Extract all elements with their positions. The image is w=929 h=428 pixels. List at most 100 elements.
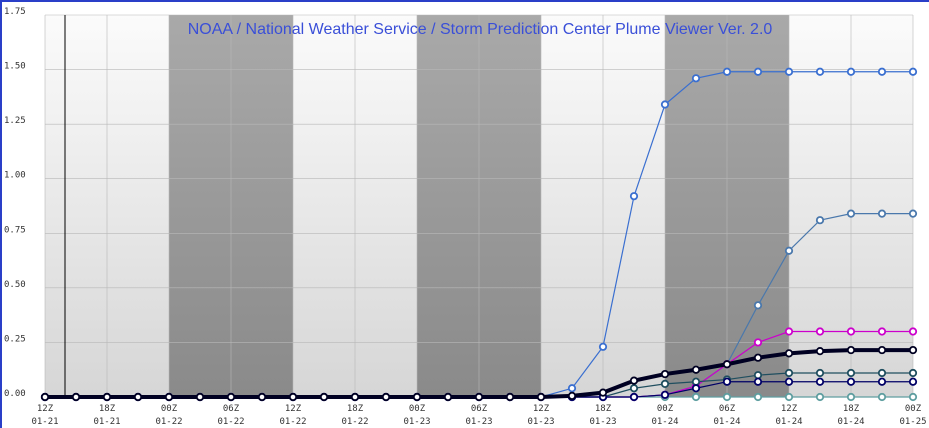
data-point — [784, 392, 794, 402]
data-point — [784, 349, 794, 358]
data-point — [846, 67, 856, 76]
data-point — [288, 392, 298, 402]
data-point — [753, 371, 763, 380]
y-tick-label: 0.25 — [4, 334, 26, 344]
data-point — [815, 368, 825, 378]
data-point — [877, 345, 887, 355]
x-tick-label: 00Z — [161, 404, 178, 414]
data-point — [567, 384, 577, 393]
data-point — [257, 392, 267, 402]
data-point — [846, 368, 856, 378]
data-point — [691, 377, 701, 386]
data-point — [908, 392, 918, 402]
x-tick-label: 12Z — [781, 404, 798, 414]
data-point — [629, 384, 639, 393]
x-tick-date: 01-24 — [837, 417, 864, 427]
frame-left — [0, 0, 2, 428]
data-point — [629, 192, 639, 201]
x-tick-label: 06Z — [471, 404, 488, 414]
data-point — [877, 368, 887, 378]
x-tick-date: 01-22 — [217, 417, 244, 427]
data-point — [598, 388, 608, 397]
x-tick-label: 06Z — [719, 404, 736, 414]
data-point — [815, 327, 825, 336]
x-tick-date: 01-22 — [279, 417, 306, 427]
data-point — [846, 392, 856, 402]
data-point — [908, 345, 918, 355]
data-point — [753, 377, 763, 386]
x-tick-date: 01-22 — [341, 417, 368, 427]
chart-title: NOAA / National Weather Service / Storm … — [188, 21, 773, 38]
x-tick-label: 00Z — [657, 404, 674, 414]
data-point — [350, 392, 360, 402]
data-point — [660, 390, 670, 399]
data-point — [226, 392, 236, 402]
data-point — [846, 209, 856, 218]
data-point — [815, 67, 825, 76]
data-point — [691, 392, 701, 402]
data-point — [660, 369, 670, 379]
data-point — [381, 392, 391, 402]
data-point — [877, 392, 887, 402]
data-point — [753, 392, 763, 402]
x-tick-date: 01-24 — [775, 417, 802, 427]
data-point — [598, 342, 608, 351]
data-point — [877, 209, 887, 218]
x-tick-date: 01-23 — [465, 417, 492, 427]
y-tick-label: 1.75 — [4, 7, 26, 17]
data-point — [784, 246, 794, 255]
data-point — [722, 360, 732, 369]
y-tick-label: 0.00 — [4, 389, 26, 399]
data-point — [40, 392, 50, 402]
x-tick-label: 18Z — [595, 404, 612, 414]
x-tick-label: 12Z — [37, 404, 54, 414]
data-point — [908, 209, 918, 218]
data-point — [722, 67, 732, 76]
x-tick-label: 12Z — [285, 404, 302, 414]
x-tick-label: 18Z — [843, 404, 860, 414]
data-point — [195, 392, 205, 402]
x-tick-label: 18Z — [347, 404, 364, 414]
data-point — [753, 67, 763, 76]
data-point — [474, 392, 484, 402]
x-tick-date: 01-24 — [651, 417, 678, 427]
data-point — [164, 392, 174, 402]
x-tick-date: 01-23 — [403, 417, 430, 427]
data-point — [567, 391, 577, 401]
data-point — [784, 368, 794, 378]
y-tick-label: 1.50 — [4, 62, 26, 72]
y-tick-label: 0.50 — [4, 280, 26, 290]
data-point — [753, 353, 763, 362]
data-point — [908, 377, 918, 386]
data-point — [691, 74, 701, 83]
data-point — [908, 327, 918, 336]
x-tick-date: 01-21 — [31, 417, 58, 427]
x-tick-date: 01-24 — [713, 417, 740, 427]
data-point — [877, 327, 887, 336]
y-tick-label: 1.00 — [4, 171, 26, 181]
data-point — [784, 377, 794, 386]
data-point — [815, 377, 825, 386]
data-point — [877, 67, 887, 76]
data-point — [846, 327, 856, 336]
data-point — [815, 392, 825, 402]
data-point — [722, 392, 732, 402]
data-point — [784, 67, 794, 76]
data-point — [722, 377, 732, 386]
data-point — [71, 392, 81, 402]
data-point — [660, 379, 670, 389]
data-point — [660, 100, 670, 109]
data-point — [412, 392, 422, 402]
data-point — [536, 392, 546, 402]
data-point — [815, 347, 825, 356]
data-point — [784, 327, 794, 336]
x-tick-label: 18Z — [99, 404, 116, 414]
x-tick-date: 01-23 — [527, 417, 554, 427]
data-point — [908, 368, 918, 378]
x-tick-label: 00Z — [905, 404, 922, 414]
data-point — [815, 216, 825, 225]
data-point — [505, 392, 515, 402]
x-tick-date: 01-22 — [155, 417, 182, 427]
data-point — [629, 376, 639, 385]
